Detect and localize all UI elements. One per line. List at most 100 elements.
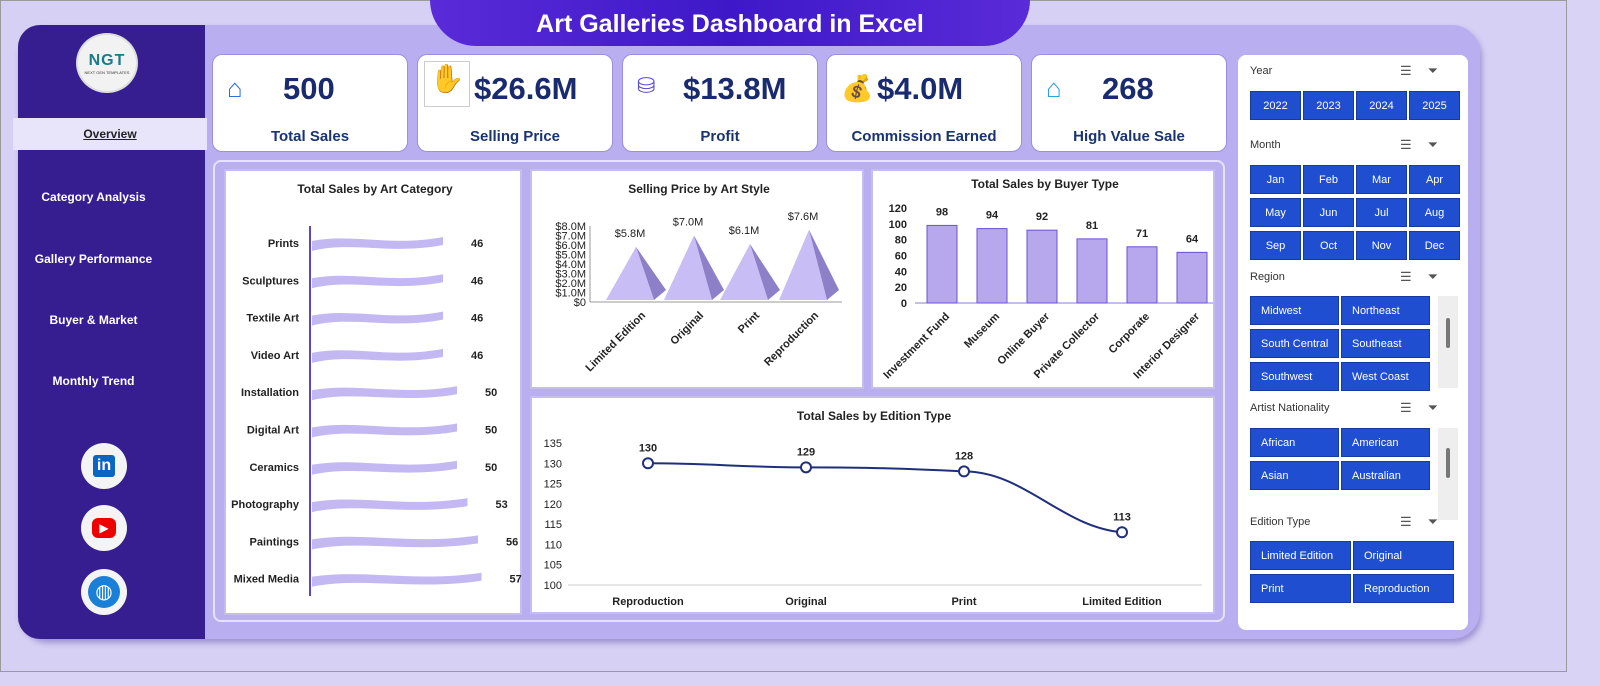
house-icon: ⌂ — [1046, 73, 1062, 103]
scroll-thumb[interactable] — [1446, 448, 1450, 478]
linkedin-button[interactable]: in — [81, 443, 127, 489]
data-label: $6.1M — [729, 225, 760, 237]
clear-filter-icon[interactable]: ⏷ — [1427, 137, 1455, 152]
clear-filter-icon[interactable]: ⏷ — [1427, 63, 1455, 78]
slicer-button[interactable]: Northeast — [1341, 296, 1430, 325]
nav-category-analysis[interactable]: Category Analysis — [41, 190, 146, 204]
slicer-button[interactable]: 2022 — [1250, 91, 1301, 120]
multi-select-icon[interactable]: ☰ — [1400, 269, 1428, 284]
slicer-scrollbar[interactable] — [1438, 428, 1458, 520]
slicer-button[interactable]: 2025 — [1409, 91, 1460, 120]
y-tick-label: 40 — [895, 266, 907, 278]
y-tick-label: $6.0M — [555, 240, 586, 252]
y-tick-label: 100 — [889, 219, 907, 231]
data-label: 128 — [955, 450, 973, 462]
y-tick-label: $3.0M — [555, 269, 586, 281]
clear-filter-icon[interactable]: ⏷ — [1427, 514, 1455, 529]
chart-title: Selling Price by Art Style — [628, 182, 770, 196]
clear-filter-icon[interactable]: ⏷ — [1427, 269, 1455, 284]
slicer-button[interactable]: Australian — [1341, 461, 1430, 490]
slicer-button[interactable]: West Coast — [1341, 362, 1430, 391]
nav-buyer-market[interactable]: Buyer & Market — [49, 313, 138, 327]
slicer-button[interactable]: Oct — [1303, 231, 1354, 260]
category-label: Video Art — [251, 350, 300, 362]
bar — [312, 274, 443, 289]
slicer-button[interactable]: Southwest — [1250, 362, 1339, 391]
slicer-title: Edition Type — [1250, 516, 1311, 528]
category-label: Limited Edition — [1082, 596, 1162, 608]
category-label: Mixed Media — [234, 574, 300, 586]
slicer-button[interactable]: Sep — [1250, 231, 1301, 260]
category-label: Reproduction — [612, 596, 684, 608]
logo: NGT NEXT GEN TEMPLATES — [76, 33, 138, 93]
house-icon: ⌂ — [227, 73, 243, 103]
multi-select-icon[interactable]: ☰ — [1400, 514, 1428, 529]
money-bag-icon: 💰 — [841, 73, 874, 103]
slicer-button[interactable]: Feb — [1303, 165, 1354, 194]
scroll-thumb[interactable] — [1446, 318, 1450, 348]
slicer-button[interactable]: Jun — [1303, 198, 1354, 227]
data-label: 46 — [471, 350, 483, 362]
y-tick-label: 80 — [895, 235, 907, 247]
website-button[interactable]: ◍ — [81, 569, 127, 615]
multi-select-icon[interactable]: ☰ — [1400, 400, 1428, 415]
pyramid-side — [809, 229, 839, 300]
category-label: Print — [951, 596, 976, 608]
kpi-commission: 💰 $4.0M Commission Earned — [826, 54, 1022, 152]
bar — [312, 311, 443, 326]
slicer-button[interactable]: Aug — [1409, 198, 1460, 227]
y-tick-label: 20 — [895, 282, 907, 294]
slicer-button[interactable]: Jan — [1250, 165, 1301, 194]
slicer-button[interactable]: 2023 — [1303, 91, 1354, 120]
bar — [1126, 246, 1158, 304]
nav-overview[interactable]: Overview — [13, 118, 207, 150]
slicer-button[interactable]: South Central — [1250, 329, 1339, 358]
y-tick-label: 125 — [544, 479, 562, 491]
chart-art-category: Total Sales by Art Category Prints 46 Sculp… — [224, 169, 522, 615]
data-label: 129 — [797, 446, 815, 458]
data-label: 50 — [485, 387, 497, 399]
slicer-button[interactable]: Mar — [1356, 165, 1407, 194]
clear-filter-icon[interactable]: ⏷ — [1427, 400, 1455, 415]
y-tick-label: $2.0M — [555, 278, 586, 290]
slicer-button[interactable]: Apr — [1409, 165, 1460, 194]
slicer-button[interactable]: Reproduction — [1353, 574, 1454, 603]
slicer-button[interactable]: Print — [1250, 574, 1351, 603]
slicer-button[interactable]: Midwest — [1250, 296, 1339, 325]
pyramid-bar — [664, 235, 712, 300]
linkedin-icon: in — [92, 455, 116, 477]
youtube-button[interactable]: ▶ — [81, 505, 127, 551]
slicer-button[interactable]: Asian — [1250, 461, 1339, 490]
slicer-button[interactable]: African — [1250, 428, 1339, 457]
y-tick-label: $1.0M — [555, 288, 586, 300]
data-label: 50 — [485, 425, 497, 437]
bar — [976, 228, 1008, 304]
chart-title: Total Sales by Buyer Type — [971, 177, 1119, 191]
slicer-button[interactable]: May — [1250, 198, 1301, 227]
y-tick-label: $4.0M — [555, 259, 586, 271]
slicer-tools: ☰⏷ — [1400, 63, 1454, 79]
data-point — [958, 465, 970, 478]
multi-select-icon[interactable]: ☰ — [1400, 63, 1428, 78]
slicer-button[interactable]: Original — [1353, 541, 1454, 570]
pyramid-side — [636, 246, 666, 300]
data-point — [800, 461, 812, 474]
slicer-scrollbar[interactable] — [1438, 296, 1458, 388]
globe-icon: ◍ — [88, 576, 120, 608]
slicer-button[interactable]: Limited Edition — [1250, 541, 1351, 570]
category-label: Original — [668, 310, 706, 348]
category-label: Installation — [241, 387, 299, 399]
slicer-button[interactable]: Southeast — [1341, 329, 1430, 358]
y-tick-label: 120 — [544, 499, 562, 511]
y-tick-label: 100 — [544, 580, 562, 592]
multi-select-icon[interactable]: ☰ — [1400, 137, 1428, 152]
kpi-selling-price: ✋ $26.6M Selling Price — [417, 54, 613, 152]
nav-monthly-trend[interactable]: Monthly Trend — [52, 374, 135, 388]
slicer-button[interactable]: Dec — [1409, 231, 1460, 260]
slicer-button[interactable]: Nov — [1356, 231, 1407, 260]
kpi-profit: ⛁ $13.8M Profit — [622, 54, 818, 152]
slicer-button[interactable]: Jul — [1356, 198, 1407, 227]
slicer-button[interactable]: American — [1341, 428, 1430, 457]
slicer-button[interactable]: 2024 — [1356, 91, 1407, 120]
nav-gallery-performance[interactable]: Gallery Performance — [34, 252, 153, 266]
